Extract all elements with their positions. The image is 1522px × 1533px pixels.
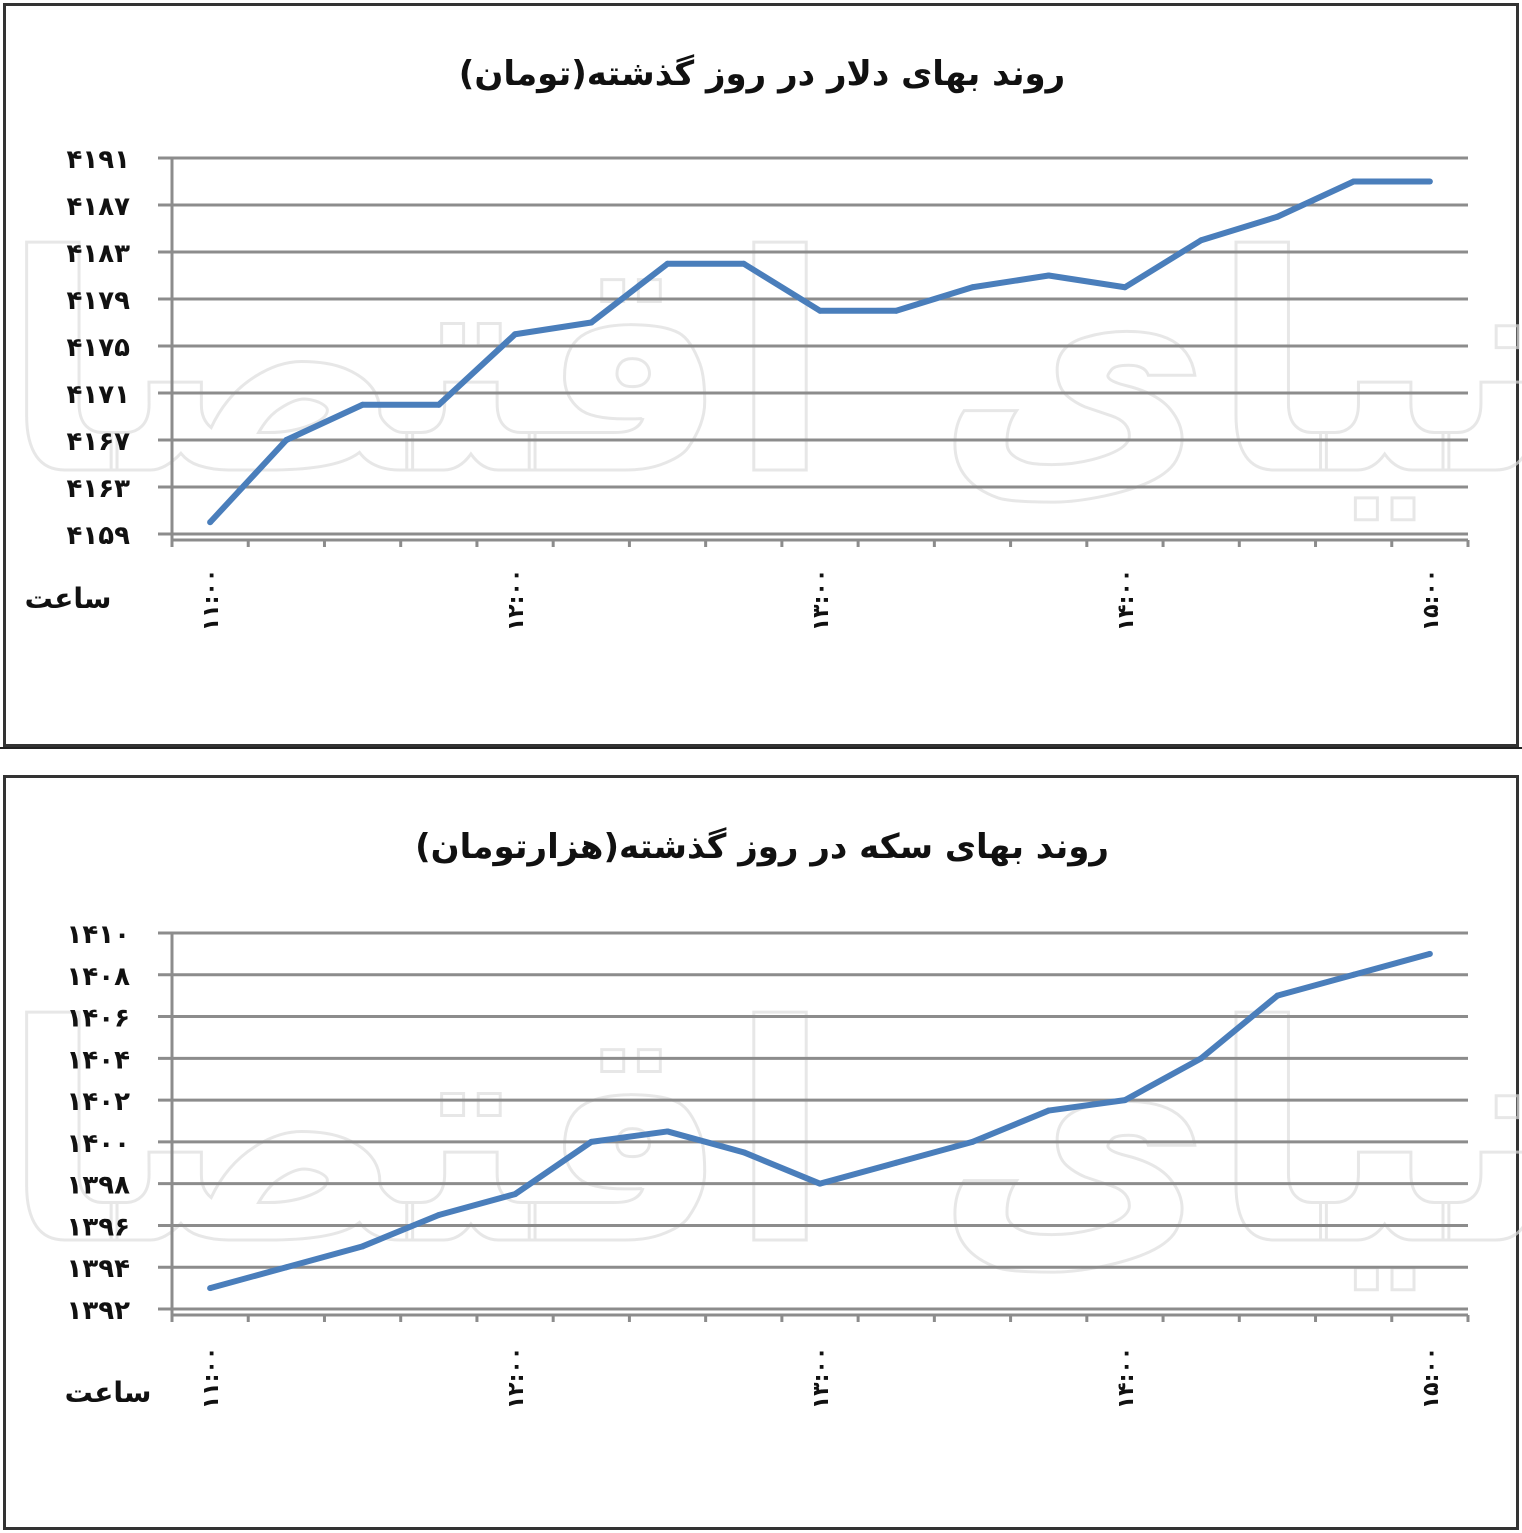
y-tick-label: ۱۳۹۲ [67, 1296, 131, 1326]
data-point [1350, 971, 1357, 978]
y-tick-label: ۴۱۵۹ [67, 521, 131, 551]
watermark-logo: دنیای اقتصاد [0, 962, 1522, 1311]
data-point [893, 307, 900, 314]
data-point [1274, 992, 1281, 999]
data-point [1274, 213, 1281, 220]
y-tick-label: ۴۱۸۳ [67, 239, 131, 269]
data-point [588, 319, 595, 326]
data-point [817, 307, 823, 314]
x-tick-label: ۱۳:۰۰ [809, 569, 834, 632]
data-point [740, 260, 747, 267]
coin-chart-panel [3, 775, 1519, 1530]
data-point [1198, 237, 1205, 244]
data-point [1045, 1107, 1052, 1114]
x-tick-label: ۱۲:۰۰ [504, 1347, 529, 1410]
data-point [207, 1285, 214, 1292]
y-tick-label: ۱۳۹۴ [67, 1254, 130, 1284]
dollar-chart-panel [3, 3, 1519, 747]
x-axis-label: ساعت [65, 1376, 152, 1409]
data-point [1350, 178, 1357, 185]
coin-chart: ۱۳۹۲ ۱۳۹۴ ۱۳۹۶ ۱۳۹۸ ۱۴۰۰ ۱۴۰۲ ۱۴۰۴ ۱۴۰۶ ۱۴۰۸ ۱۴۱۰… [67, 920, 1470, 1410]
data-point [588, 1138, 595, 1145]
data-point [283, 1264, 290, 1271]
data-point [207, 519, 214, 526]
data-point [817, 1180, 823, 1187]
y-tick-label: ۴۱۷۵ [67, 333, 131, 363]
y-tick-label: ۱۴۰۴ [67, 1045, 130, 1075]
data-point [969, 1138, 976, 1145]
data-point [512, 1191, 519, 1198]
dollar-chart: ۴۱۵۹ ۴۱۶۳ ۴۱۶۷ ۴۱۷۱ ۴۱۷۵ ۴۱۷۹ ۴۱۸۳ ۴۱۸۷ ۴۱۹۱ ۱۱:۰… [67, 145, 1470, 632]
data-point [1198, 1055, 1205, 1062]
y-tick-label: ۴۱۶۷ [67, 427, 131, 457]
y-tick-label: ۴۱۶۳ [67, 474, 131, 504]
y-tick-label: ۱۳۹۶ [67, 1212, 130, 1242]
x-tick-label: ۱۱:۰۰ [199, 569, 224, 632]
x-tick-label: ۱۱:۰۰ [199, 1347, 224, 1410]
data-point [283, 437, 290, 443]
x-tick-label: ۱۴:۰۰ [1114, 569, 1139, 632]
data-point [435, 401, 442, 408]
y-tick-label: ۴۱۷۱ [67, 380, 130, 410]
x-tick-label: ۱۴:۰۰ [1114, 1347, 1139, 1410]
x-tick-label: ۱۵:۰۰ [1419, 1347, 1444, 1410]
y-tick-label: ۱۴۰۰ [67, 1129, 130, 1159]
watermark-logo: دنیای اقتصاد [0, 192, 1522, 541]
data-point [1426, 950, 1433, 957]
chart-title: روند بهای دلار در روز گذشته(تومان) [459, 54, 1065, 94]
x-tick-label: ۱۳:۰۰ [809, 1347, 834, 1410]
chart-title: روند بهای سکه در روز گذشته(هزارتومان) [415, 827, 1109, 867]
y-tick-label: ۴۱۸۷ [67, 192, 131, 222]
data-point [1426, 178, 1433, 185]
data-point [893, 1159, 900, 1166]
x-tick-label: ۱۲:۰۰ [504, 569, 529, 632]
data-point [1121, 1097, 1128, 1104]
y-tick-label: ۱۳۹۸ [67, 1171, 131, 1201]
data-point [359, 1243, 366, 1250]
data-point [435, 1212, 442, 1218]
data-point [969, 284, 976, 291]
y-tick-label: ۴۱۹۱ [67, 145, 130, 175]
y-tick-label: ۱۴۱۰ [67, 920, 130, 950]
y-tick-label: ۱۴۰۲ [67, 1087, 131, 1117]
data-point [664, 260, 671, 267]
data-point [512, 331, 519, 338]
data-point [1121, 284, 1128, 291]
x-tick-label: ۱۵:۰۰ [1419, 569, 1444, 632]
y-tick-label: ۱۴۰۸ [67, 962, 131, 992]
data-point [1045, 272, 1052, 279]
data-point [359, 401, 366, 408]
data-point [664, 1128, 671, 1135]
x-axis-label: ساعت [25, 582, 112, 615]
y-tick-label: ۱۴۰۶ [67, 1004, 130, 1034]
data-point [740, 1149, 747, 1156]
y-tick-label: ۴۱۷۹ [67, 286, 131, 316]
divider [0, 747, 1522, 749]
